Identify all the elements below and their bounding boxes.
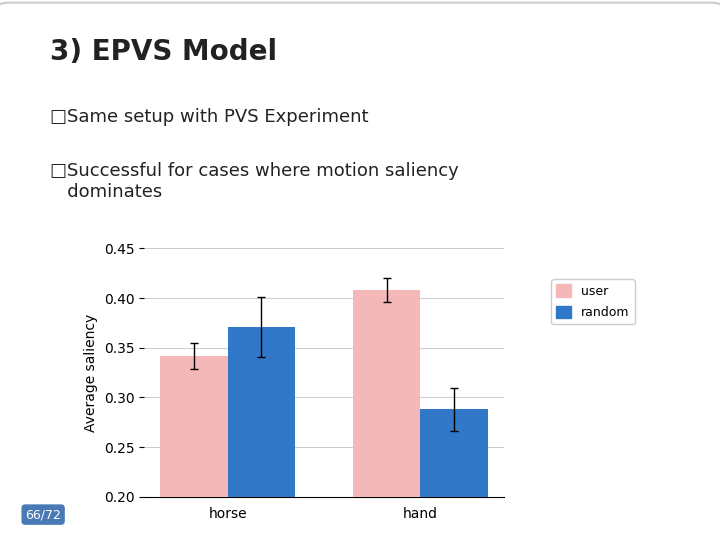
Y-axis label: Average saliency: Average saliency <box>84 314 98 431</box>
Text: □Successful for cases where motion saliency
   dominates: □Successful for cases where motion salie… <box>50 162 459 201</box>
Bar <box>353 290 420 540</box>
Text: 66/72: 66/72 <box>25 508 61 521</box>
Bar <box>420 409 487 540</box>
Bar <box>161 356 228 540</box>
FancyBboxPatch shape <box>0 3 720 540</box>
Text: □Same setup with PVS Experiment: □Same setup with PVS Experiment <box>50 108 369 126</box>
Bar <box>228 327 295 540</box>
Text: 3) EPVS Model: 3) EPVS Model <box>50 38 277 66</box>
Legend: user, random: user, random <box>551 280 634 324</box>
